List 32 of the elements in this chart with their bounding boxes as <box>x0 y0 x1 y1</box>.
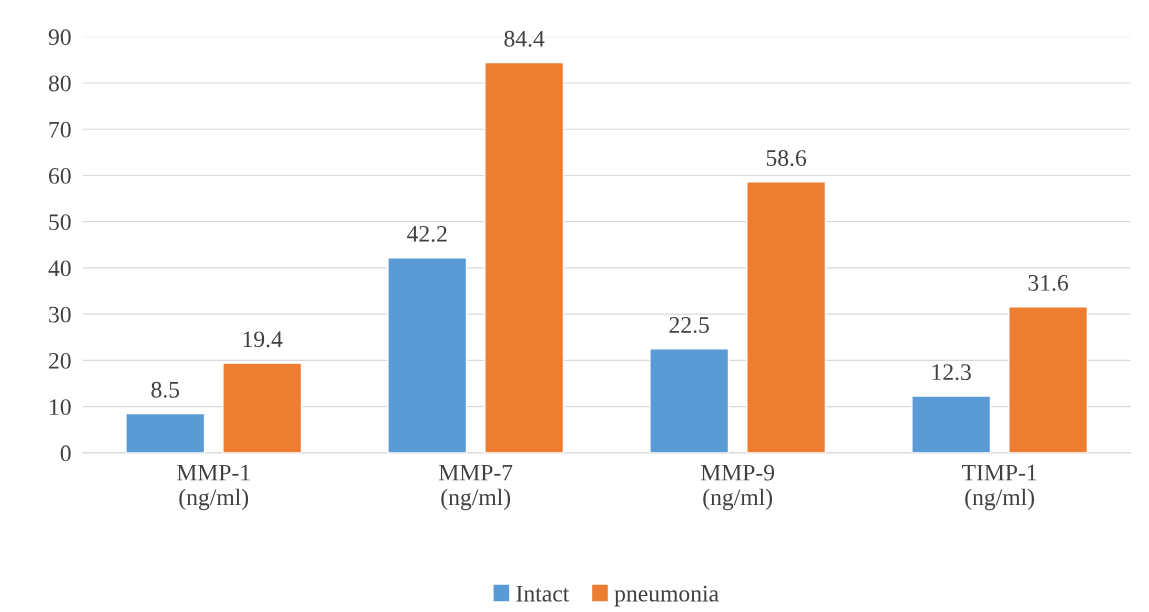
x-tick-label: MMP-7 (ng/ml) <box>438 464 513 511</box>
bar <box>125 412 206 453</box>
legend-label: Intact <box>516 585 570 602</box>
data-label: 42.2 <box>407 225 447 242</box>
data-label: 12.3 <box>932 364 971 381</box>
y-tick-label: 80 <box>48 75 71 92</box>
y-tick-label: 90 <box>48 29 71 46</box>
y-tick-label: 60 <box>49 167 71 184</box>
data-label: 8.5 <box>151 381 180 398</box>
bar <box>911 395 992 453</box>
y-tick-label: 0 <box>60 445 71 462</box>
y-tick-label: 30 <box>49 306 71 323</box>
x-tick-label: MMP-1 (ng/ml) <box>177 464 250 511</box>
x-tick-label: TIMP-1 (ng/ml) <box>962 464 1037 511</box>
legend-label: pneumonia <box>614 585 719 607</box>
y-tick-label: 20 <box>49 352 71 369</box>
bar <box>484 61 565 453</box>
data-label: 19.4 <box>243 331 283 348</box>
bar <box>387 257 468 453</box>
data-label: 58.6 <box>766 150 807 167</box>
data-label: 22.5 <box>669 317 709 334</box>
data-label: 31.6 <box>1028 274 1069 291</box>
y-tick-label: 10 <box>50 399 71 416</box>
bar <box>222 362 303 453</box>
data-label: 84.4 <box>504 30 545 47</box>
bar <box>649 348 730 453</box>
bar <box>746 181 827 453</box>
x-tick-label: MMP-9 (ng/ml) <box>700 464 775 511</box>
y-tick-label: 50 <box>49 214 71 231</box>
y-tick-label: 40 <box>48 260 71 277</box>
y-tick-label: 70 <box>49 121 71 138</box>
bar <box>1008 306 1089 453</box>
